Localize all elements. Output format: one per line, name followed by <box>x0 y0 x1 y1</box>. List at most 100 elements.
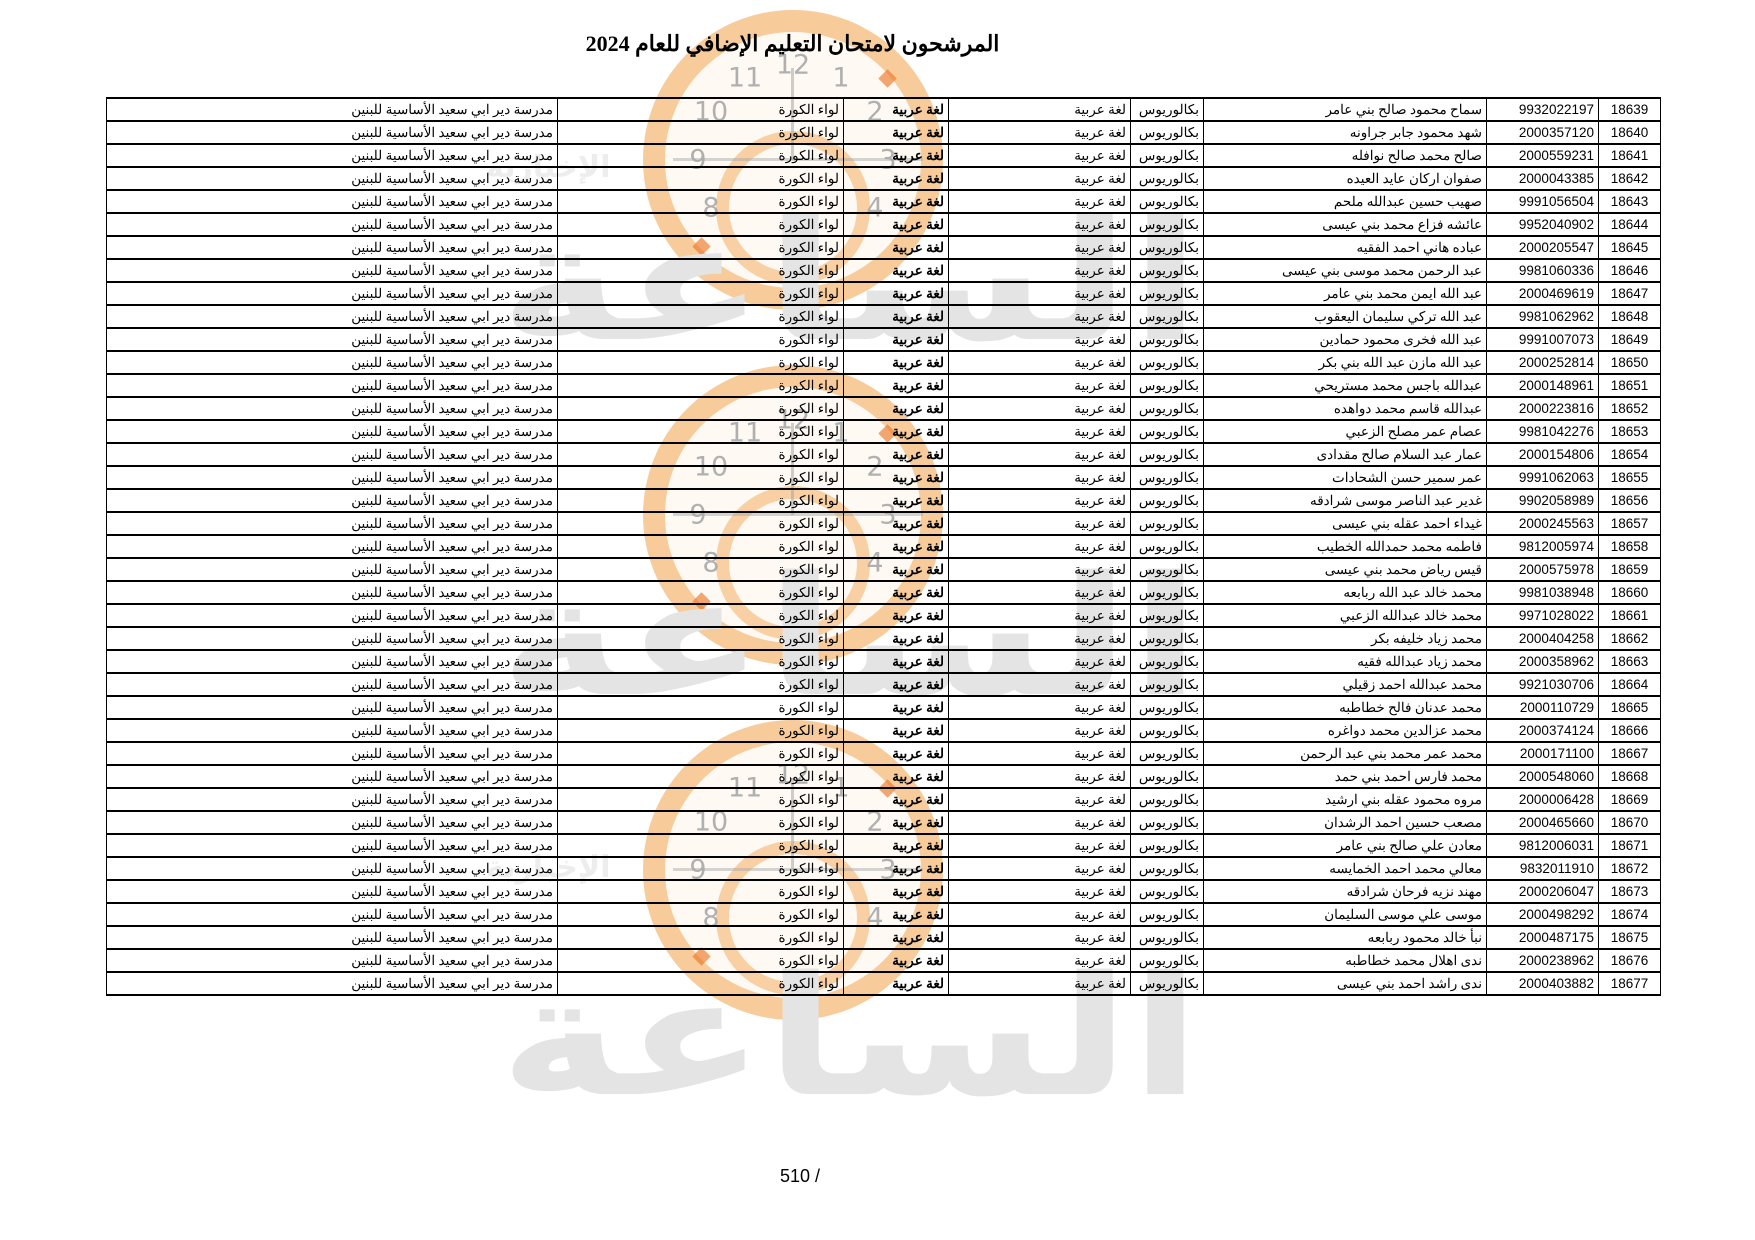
school-cell: مدرسة دير ابي سعيد الأساسية للبنين <box>106 741 558 766</box>
candidate-row: 18650 2000252814 عبد الله مازن عبد الله … <box>106 350 1661 375</box>
degree-cell: بكالوريوس <box>1130 787 1204 812</box>
serial-number-cell: 18642 <box>1598 166 1661 191</box>
degree-cell: بكالوريوس <box>1130 971 1204 996</box>
exam-subject-cell: لغة عربية <box>843 419 949 444</box>
candidate-row: 18673 2000206047 مهند نزيه فرحان شرادقه … <box>106 879 1661 904</box>
degree-cell: بكالوريوس <box>1130 120 1204 145</box>
exam-subject-cell: لغة عربية <box>843 212 949 237</box>
candidate-row: 18655 9991062063 عمر سمير حسن الشحادات ب… <box>106 465 1661 490</box>
exam-subject-cell: لغة عربية <box>843 603 949 628</box>
school-cell: مدرسة دير ابي سعيد الأساسية للبنين <box>106 373 558 398</box>
clock-numeral: 12 <box>775 49 811 81</box>
school-cell: مدرسة دير ابي سعيد الأساسية للبنين <box>106 971 558 996</box>
candidate-row: 18643 9991056504 صهيب حسين عبدالله ملحم … <box>106 189 1661 214</box>
national-id-cell: 2000238962 <box>1486 948 1599 973</box>
serial-number-cell: 18640 <box>1598 120 1661 145</box>
candidate-row: 18641 2000559231 صالح محمد صالح نوافله ب… <box>106 143 1661 168</box>
directorate-cell: لواء الكورة <box>557 235 844 260</box>
school-cell: مدرسة دير ابي سعيد الأساسية للبنين <box>106 695 558 720</box>
national-id-cell: 2000358962 <box>1486 649 1599 674</box>
degree-cell: بكالوريوس <box>1130 649 1204 674</box>
school-cell: مدرسة دير ابي سعيد الأساسية للبنين <box>106 350 558 375</box>
candidate-name-cell: محمد خالد عبدالله الزعبي <box>1203 603 1487 628</box>
candidate-row: 18674 2000498292 موسى علي موسى السليمان … <box>106 902 1661 927</box>
degree-cell: بكالوريوس <box>1130 235 1204 260</box>
specialization-cell: لغة عربية <box>948 189 1131 214</box>
candidate-row: 18667 2000171100 محمد عمر محمد بني عبد ا… <box>106 741 1661 766</box>
exam-subject-cell: لغة عربية <box>843 97 949 122</box>
candidate-row: 18663 2000358962 محمد زياد عبدالله فقيه … <box>106 649 1661 674</box>
directorate-cell: لواء الكورة <box>557 856 844 881</box>
candidate-name-cell: عبدالله قاسم محمد دواهده <box>1203 396 1487 421</box>
candidate-name-cell: محمد عزالدين محمد دواغره <box>1203 718 1487 743</box>
national-id-cell: 2000148961 <box>1486 373 1599 398</box>
national-id-cell: 2000223816 <box>1486 396 1599 421</box>
degree-cell: بكالوريوس <box>1130 925 1204 950</box>
serial-number-cell: 18644 <box>1598 212 1661 237</box>
serial-number-cell: 18673 <box>1598 879 1661 904</box>
page-title: المرشحون لامتحان التعليم الإضافي للعام 2… <box>585 31 1000 56</box>
candidate-name-cell: صهيب حسين عبدالله ملحم <box>1203 189 1487 214</box>
specialization-cell: لغة عربية <box>948 649 1131 674</box>
degree-cell: بكالوريوس <box>1130 534 1204 559</box>
degree-cell: بكالوريوس <box>1130 465 1204 490</box>
degree-cell: بكالوريوس <box>1130 603 1204 628</box>
degree-cell: بكالوريوس <box>1130 373 1204 398</box>
school-cell: مدرسة دير ابي سعيد الأساسية للبنين <box>106 97 558 122</box>
serial-number-cell: 18641 <box>1598 143 1661 168</box>
serial-number-cell: 18660 <box>1598 580 1661 605</box>
school-cell: مدرسة دير ابي سعيد الأساسية للبنين <box>106 258 558 283</box>
candidate-name-cell: عبد الله تركي سليمان اليعقوب <box>1203 304 1487 329</box>
national-id-cell: 2000465660 <box>1486 810 1599 835</box>
candidate-row: 18640 2000357120 شهد محمود جابر جراونه ب… <box>106 120 1661 145</box>
national-id-cell: 9812005974 <box>1486 534 1599 559</box>
national-id-cell: 2000575978 <box>1486 557 1599 582</box>
candidate-name-cell: عمار عبد السلام صالح مقدادى <box>1203 442 1487 467</box>
directorate-cell: لواء الكورة <box>557 212 844 237</box>
school-cell: مدرسة دير ابي سعيد الأساسية للبنين <box>106 143 558 168</box>
candidate-name-cell: ندى راشد احمد بني عيسى <box>1203 971 1487 996</box>
school-cell: مدرسة دير ابي سعيد الأساسية للبنين <box>106 534 558 559</box>
school-cell: مدرسة دير ابي سعيد الأساسية للبنين <box>106 856 558 881</box>
national-id-cell: 9921030706 <box>1486 672 1599 697</box>
directorate-cell: لواء الكورة <box>557 764 844 789</box>
degree-cell: بكالوريوس <box>1130 718 1204 743</box>
serial-number-cell: 18645 <box>1598 235 1661 260</box>
candidate-name-cell: مصعب حسين احمد الرشدان <box>1203 810 1487 835</box>
degree-cell: بكالوريوس <box>1130 672 1204 697</box>
school-cell: مدرسة دير ابي سعيد الأساسية للبنين <box>106 281 558 306</box>
candidate-row: 18649 9991007073 عبد الله فخرى محمود حما… <box>106 327 1661 352</box>
school-cell: مدرسة دير ابي سعيد الأساسية للبنين <box>106 212 558 237</box>
candidate-name-cell: قيس رياض محمد بني عيسى <box>1203 557 1487 582</box>
exam-subject-cell: لغة عربية <box>843 718 949 743</box>
exam-subject-cell: لغة عربية <box>843 166 949 191</box>
degree-cell: بكالوريوس <box>1130 764 1204 789</box>
candidate-row: 18671 9812006031 معادن علي صالح بني عامر… <box>106 833 1661 858</box>
directorate-cell: لواء الكورة <box>557 189 844 214</box>
specialization-cell: لغة عربية <box>948 925 1131 950</box>
candidate-row: 18659 2000575978 قيس رياض محمد بني عيسى … <box>106 557 1661 582</box>
directorate-cell: لواء الكورة <box>557 120 844 145</box>
candidate-name-cell: صالح محمد صالح نوافله <box>1203 143 1487 168</box>
national-id-cell: 9832011910 <box>1486 856 1599 881</box>
national-id-cell: 9902058989 <box>1486 488 1599 513</box>
specialization-cell: لغة عربية <box>948 327 1131 352</box>
candidate-row: 18648 9981062962 عبد الله تركي سليمان ال… <box>106 304 1661 329</box>
specialization-cell: لغة عربية <box>948 97 1131 122</box>
candidate-row: 18653 9981042276 عصام عمر مصلح الزعبي بك… <box>106 419 1661 444</box>
exam-subject-cell: لغة عربية <box>843 511 949 536</box>
candidate-name-cell: عبد الله فخرى محمود حمادين <box>1203 327 1487 352</box>
specialization-cell: لغة عربية <box>948 948 1131 973</box>
degree-cell: بكالوريوس <box>1130 396 1204 421</box>
candidate-name-cell: محمد عمر محمد بني عبد الرحمن <box>1203 741 1487 766</box>
candidate-name-cell: محمد عبدالله احمد زقيلي <box>1203 672 1487 697</box>
candidate-row: 18652 2000223816 عبدالله قاسم محمد دواهد… <box>106 396 1661 421</box>
degree-cell: بكالوريوس <box>1130 327 1204 352</box>
specialization-cell: لغة عربية <box>948 787 1131 812</box>
specialization-cell: لغة عربية <box>948 764 1131 789</box>
directorate-cell: لواء الكورة <box>557 304 844 329</box>
clock-numeral: 1 <box>832 62 850 94</box>
national-id-cell: 2000487175 <box>1486 925 1599 950</box>
directorate-cell: لواء الكورة <box>557 603 844 628</box>
school-cell: مدرسة دير ابي سعيد الأساسية للبنين <box>106 488 558 513</box>
